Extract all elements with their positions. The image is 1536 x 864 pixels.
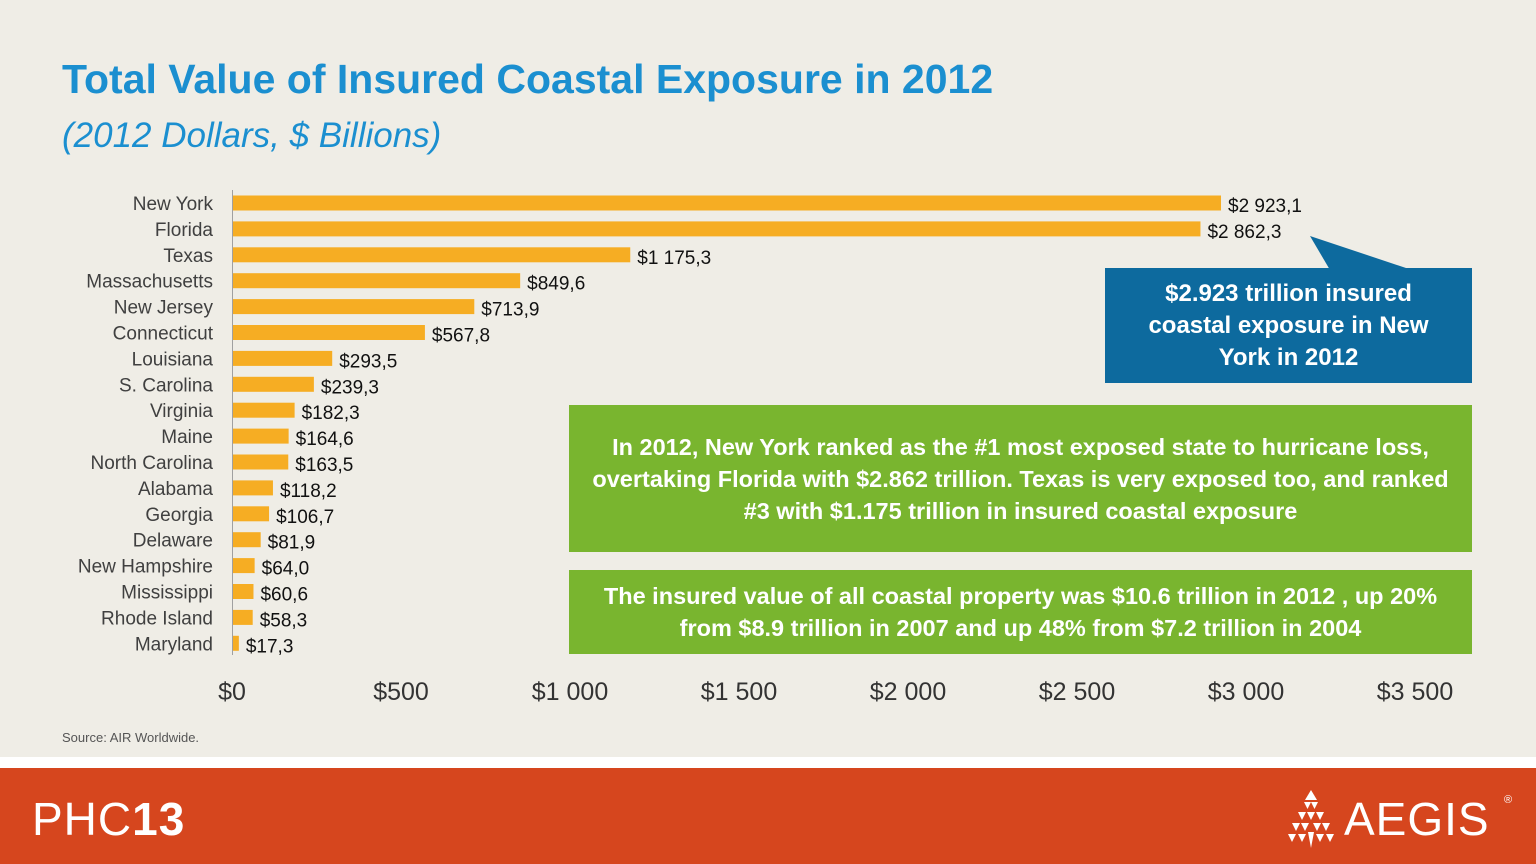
data-label: $163,5: [295, 455, 353, 476]
bar: [233, 609, 253, 625]
category-label: Florida: [155, 220, 214, 241]
new-york-callout: $2.923 trillion insured coastal exposure…: [1105, 268, 1472, 383]
bar: [233, 273, 521, 289]
aegis-emblem-icon: [1288, 790, 1334, 848]
x-tick-label: $500: [373, 678, 429, 706]
data-label: $64,0: [262, 559, 310, 580]
data-label: $567,8: [432, 326, 490, 347]
x-tick-label: $3 000: [1208, 678, 1284, 706]
x-tick-label: $1 000: [532, 678, 608, 706]
data-label: $2 923,1: [1228, 196, 1302, 217]
registered-mark: ®: [1504, 794, 1513, 806]
bar: [233, 350, 333, 366]
page-title: Total Value of Insured Coastal Exposure …: [62, 56, 994, 102]
bar: [233, 195, 1222, 211]
source-note: Source: AIR Worldwide.: [62, 730, 200, 745]
new-york-callout-text: $2.923 trillion insured coastal exposure…: [1148, 279, 1429, 371]
bar: [233, 376, 314, 392]
footer-bar: PHC13 AEGIS ®: [0, 768, 1536, 864]
category-label: Massachusetts: [86, 272, 213, 293]
bar: [233, 221, 1201, 237]
bar: [233, 402, 295, 418]
category-label: Alabama: [138, 479, 213, 500]
category-label: Texas: [163, 246, 213, 267]
aegis-wordmark: AEGIS: [1344, 793, 1490, 845]
data-label: $1 175,3: [637, 248, 711, 269]
bar: [233, 325, 425, 340]
data-label: $239,3: [321, 377, 379, 398]
category-label: Rhode Island: [101, 608, 213, 629]
ranking-callout: In 2012, New York ranked as the #1 most …: [569, 405, 1472, 552]
category-label: Mississippi: [121, 583, 213, 604]
event-logo-number: 13: [132, 793, 186, 845]
bar: [233, 454, 289, 470]
data-label: $17,3: [246, 636, 294, 657]
category-label: Maryland: [135, 634, 213, 655]
category-label: Connecticut: [113, 324, 214, 345]
x-tick-label: $3 500: [1377, 678, 1453, 706]
bar: [233, 584, 254, 599]
category-label: New York: [133, 194, 214, 215]
category-label: Maine: [161, 427, 213, 448]
x-tick-label: $0: [218, 678, 246, 706]
x-tick-label: $2 000: [870, 678, 946, 706]
data-label: $293,5: [339, 351, 397, 372]
bar: [233, 247, 631, 263]
data-label: $849,6: [527, 274, 585, 295]
data-label: $81,9: [268, 533, 316, 554]
page-subtitle: (2012 Dollars, $ Billions): [62, 116, 442, 155]
category-label: Virginia: [150, 401, 213, 422]
total-value-callout-text: The insured value of all coastal propert…: [603, 583, 1438, 641]
footer-divider: [0, 757, 1536, 768]
data-label: $713,9: [481, 300, 539, 321]
data-label: $106,7: [276, 507, 334, 528]
x-tick-label: $1 500: [701, 678, 777, 706]
category-label: Georgia: [145, 505, 213, 526]
data-label: $164,6: [296, 429, 354, 450]
bar-chart: New York $2 923,1 Florida $2 862,3 Texas $1 1…: [78, 190, 1453, 706]
data-label: $2 862,3: [1207, 222, 1281, 243]
bar: [233, 635, 239, 651]
x-tick-label: $2 500: [1039, 678, 1115, 706]
category-label: S. Carolina: [119, 375, 213, 396]
data-label: $182,3: [302, 403, 360, 424]
data-label: $58,3: [260, 610, 308, 631]
category-label: Delaware: [133, 531, 213, 552]
bar: [233, 299, 475, 315]
aegis-logo: AEGIS ®: [1284, 788, 1514, 852]
callout-pointer: [1310, 236, 1412, 270]
data-label: $118,2: [280, 481, 337, 502]
bar: [233, 428, 289, 444]
category-label: New Jersey: [114, 298, 214, 319]
bar: [233, 480, 273, 496]
event-logo-prefix: PHC: [32, 793, 133, 845]
category-label: North Carolina: [91, 453, 214, 474]
category-label: Louisiana: [132, 349, 214, 370]
bar: [233, 506, 270, 522]
event-logo: PHC13: [32, 792, 185, 846]
ranking-callout-text: In 2012, New York ranked as the #1 most …: [592, 433, 1449, 524]
bar: [233, 532, 261, 548]
bar: [233, 558, 255, 574]
category-label: New Hampshire: [78, 557, 213, 578]
data-label: $60,6: [260, 585, 308, 606]
total-value-callout: The insured value of all coastal propert…: [569, 570, 1472, 654]
